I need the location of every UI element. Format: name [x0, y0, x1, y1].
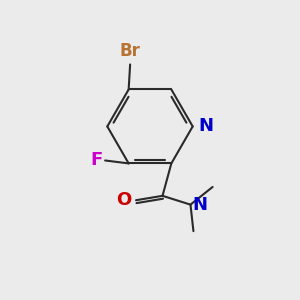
Text: N: N	[192, 196, 207, 214]
Text: Br: Br	[120, 42, 141, 60]
Text: O: O	[116, 191, 132, 209]
Text: N: N	[199, 117, 214, 135]
Text: F: F	[91, 152, 103, 169]
